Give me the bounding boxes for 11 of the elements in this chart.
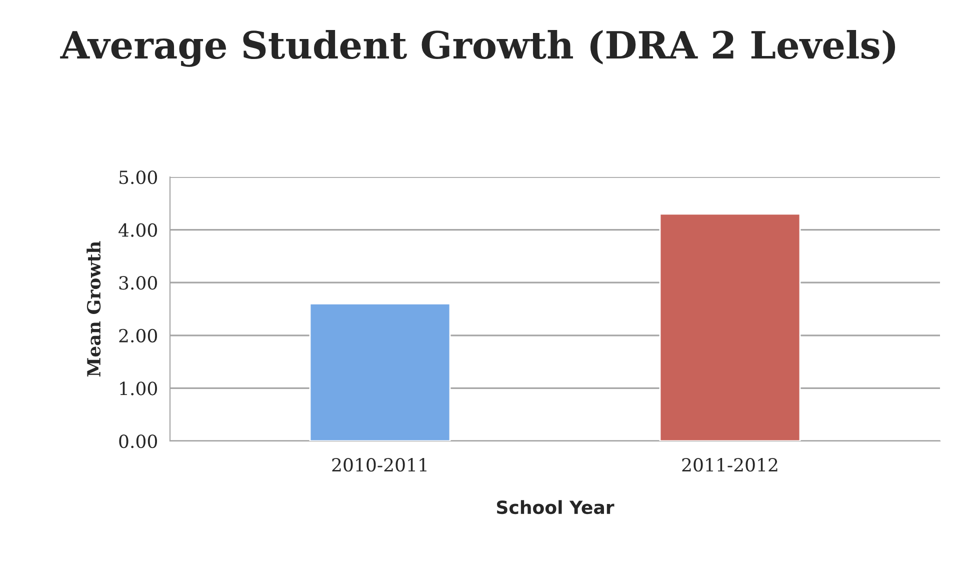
- y-tick-label: 5.00: [120, 170, 157, 184]
- x-axis-title: School Year: [496, 500, 614, 514]
- x-tick-label: 2011-2012: [682, 458, 778, 472]
- y-tick-label: 0.00: [119, 434, 157, 448]
- y-tick-label: 3.00: [119, 276, 157, 290]
- y-tick-label: 2.00: [119, 328, 157, 343]
- x-tick-label: 2010-2011: [332, 458, 426, 472]
- y-axis-title: Mean Growth: [86, 241, 101, 377]
- y-tick-label: 4.00: [118, 223, 157, 237]
- y-tick-label: 1.00: [120, 382, 157, 396]
- chart-title: Average Student Growth (DRA 2 Levels): [60, 30, 896, 67]
